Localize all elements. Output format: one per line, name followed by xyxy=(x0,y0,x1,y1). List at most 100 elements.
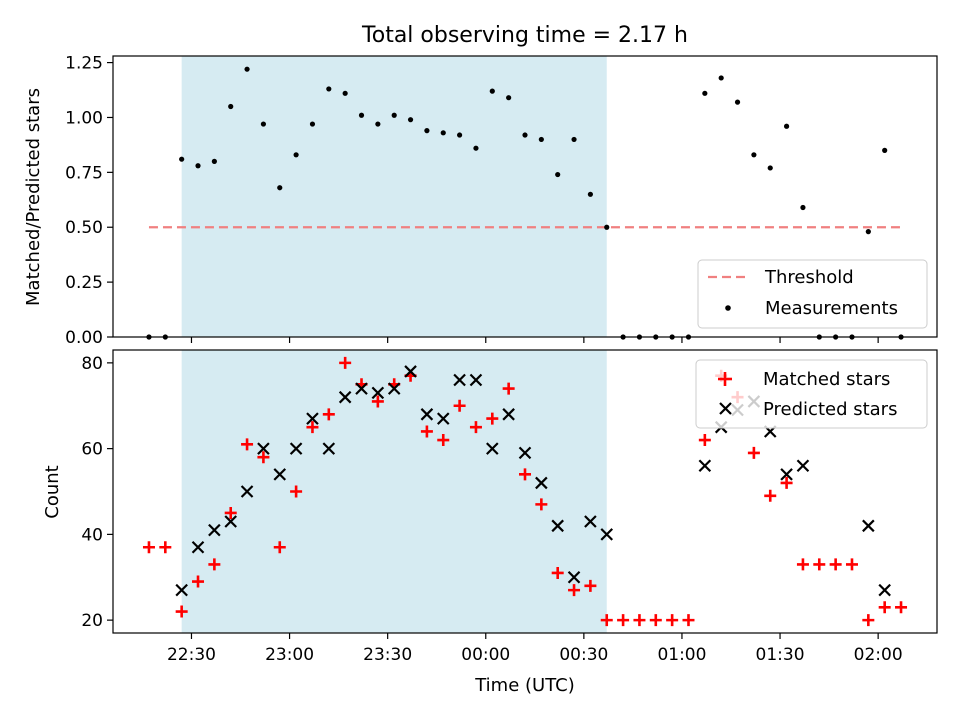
predicted-star-marker xyxy=(208,523,221,537)
predicted-star-marker xyxy=(306,412,319,425)
matched-star-marker xyxy=(551,566,564,579)
matched-star-marker xyxy=(862,614,875,627)
matched-star-marker xyxy=(845,558,858,571)
top-y-tick-label: 1.25 xyxy=(65,54,103,74)
predicted-star-marker xyxy=(551,519,564,533)
predicted-star-marker xyxy=(175,583,188,597)
measurement-point xyxy=(734,99,741,105)
bottom-legend: Matched stars Predicted stars xyxy=(695,359,928,429)
predicted-star-marker xyxy=(518,446,532,460)
matched-star-marker xyxy=(192,575,205,588)
top-y-tick-label: 1.00 xyxy=(65,108,103,128)
legend-predicted-label: Predicted stars xyxy=(763,399,897,420)
matched-star-marker xyxy=(159,541,172,554)
measurement-point xyxy=(604,224,610,230)
predicted-star-marker xyxy=(191,540,205,554)
measurement-point xyxy=(293,152,299,158)
bottom-y-tick-label: 60 xyxy=(81,440,103,460)
measurement-point xyxy=(457,132,463,138)
predicted-star-marker xyxy=(338,390,352,404)
top-legend: Threshold Measurements xyxy=(697,259,928,329)
matched-star-marker xyxy=(175,605,188,618)
matched-star-marker xyxy=(633,614,646,627)
measurement-point xyxy=(211,158,217,164)
measurement-point xyxy=(277,185,283,191)
matched-star-marker xyxy=(241,438,254,451)
predicted-star-marker xyxy=(502,408,515,421)
predicted-star-marker xyxy=(387,382,401,395)
matched-star-marker xyxy=(142,541,155,554)
ratio-panel: 0.00 0.25 0.50 0.75 1.00 1.25 Matched/Predict… xyxy=(23,54,938,348)
matched-star-marker xyxy=(257,451,270,464)
measurement-point xyxy=(587,191,593,197)
predicted-star-marker xyxy=(780,468,793,481)
matched-star-marker xyxy=(698,434,711,447)
predicted-star-marker xyxy=(240,485,254,498)
legend-matched-swatch xyxy=(718,372,732,386)
measurement-point xyxy=(538,136,544,143)
measurement-point xyxy=(244,66,250,72)
top-x-ticks xyxy=(190,337,879,343)
measurement-point xyxy=(342,90,348,96)
top-y-tick-label: 0.00 xyxy=(65,328,103,348)
measurement-point xyxy=(865,229,871,235)
predicted-star-marker xyxy=(469,373,483,387)
predicted-star-marker xyxy=(371,386,385,400)
matched-star-marker xyxy=(224,506,237,519)
predicted-star-marker xyxy=(535,476,548,490)
measurement-point xyxy=(309,121,316,127)
top-y-tick-label: 0.50 xyxy=(65,218,103,238)
predicted-star-marker xyxy=(273,468,287,481)
measurement-point xyxy=(375,121,381,127)
measurement-point xyxy=(440,130,446,136)
bottom-x-tick-label: 00:30 xyxy=(559,645,608,665)
bottom-y-axis-label: Count xyxy=(42,465,63,518)
predicted-star-marker xyxy=(567,570,581,584)
bottom-x-tick-label: 23:30 xyxy=(363,645,412,665)
measurement-point xyxy=(358,112,365,118)
measurement-point xyxy=(489,88,495,94)
top-y-axis: 0.00 0.25 0.50 0.75 1.00 1.25 xyxy=(65,54,113,348)
bottom-y-tick-label: 80 xyxy=(81,354,103,374)
measurement-point xyxy=(783,123,790,129)
measurement-point xyxy=(228,103,234,110)
matched-star-marker xyxy=(600,614,613,627)
observing-window-top xyxy=(181,56,607,337)
matched-star-marker xyxy=(437,434,450,447)
bottom-x-tick-label: 02:00 xyxy=(854,645,903,665)
predicted-star-marker xyxy=(796,459,810,473)
matched-star-marker xyxy=(322,408,335,421)
measurement-point xyxy=(800,204,806,211)
observing-window-bottom xyxy=(181,350,607,633)
matched-star-marker xyxy=(780,476,793,489)
predicted-star-marker xyxy=(584,515,597,528)
matched-star-marker xyxy=(420,425,433,438)
measurement-point xyxy=(424,128,430,134)
top-axes-frame xyxy=(112,55,938,338)
measurement-point xyxy=(260,121,267,127)
predicted-star-marker xyxy=(453,373,466,387)
bottom-y-tick-label: 20 xyxy=(81,611,103,631)
top-y-tick-label: 0.25 xyxy=(65,273,103,293)
predicted-star-marker xyxy=(436,412,450,425)
matched-star-marker xyxy=(878,601,891,614)
measurement-point xyxy=(179,156,185,162)
predicted-star-marker xyxy=(289,442,303,455)
predicted-star-marker xyxy=(355,382,368,395)
matched-star-marker xyxy=(339,356,352,369)
predicted-star-marker xyxy=(224,515,237,528)
matched-star-marker xyxy=(584,579,597,592)
measurement-point xyxy=(522,132,528,138)
bottom-axes-frame xyxy=(112,349,938,634)
predicted-star-marker xyxy=(420,408,434,421)
bottom-x-tick-label: 01:30 xyxy=(756,645,805,665)
measurement-point xyxy=(506,95,512,101)
measurement-point xyxy=(326,86,332,92)
measurement-point xyxy=(195,163,201,169)
bottom-x-tick-label: 22:30 xyxy=(167,645,216,665)
matched-star-marker xyxy=(895,601,908,614)
measurement-point xyxy=(407,117,414,123)
matched-star-marker xyxy=(617,614,630,627)
bottom-x-tick-label: 01:00 xyxy=(657,645,706,665)
legend-predicted-swatch xyxy=(719,402,732,415)
